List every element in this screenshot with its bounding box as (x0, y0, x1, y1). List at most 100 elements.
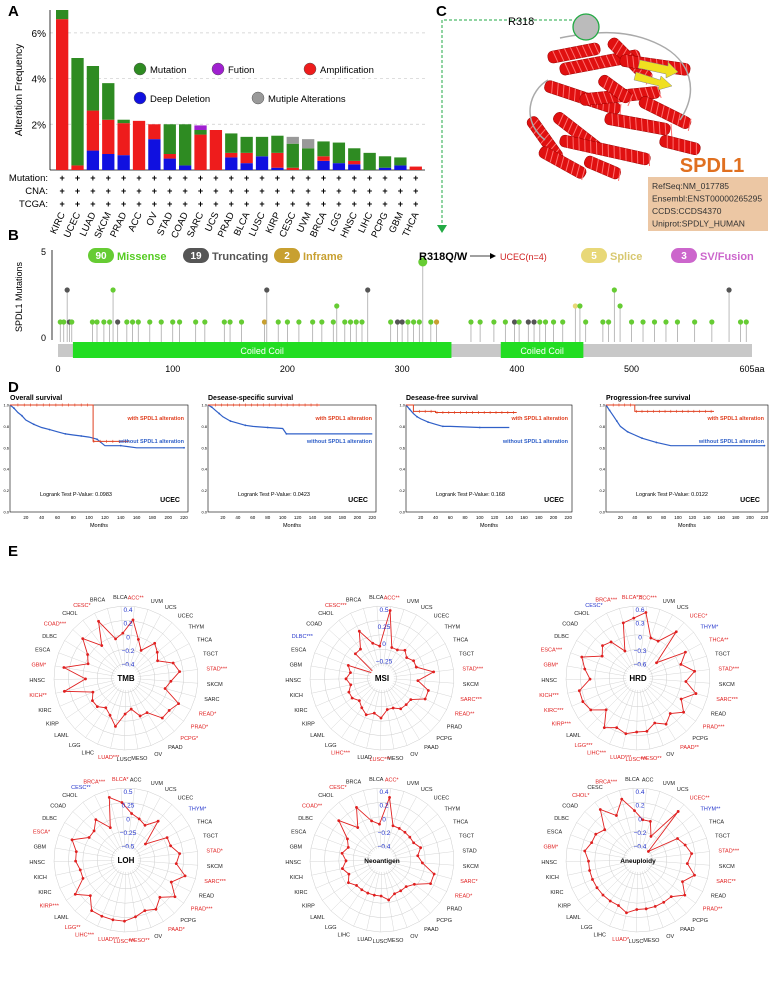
radar-data-point (621, 621, 625, 625)
radar-data-point (588, 677, 592, 681)
radar-category-label: COAD** (302, 803, 323, 809)
radar-category-label: LAML (310, 733, 324, 739)
radar-data-point (123, 712, 127, 716)
lollipop-head-truncating (264, 287, 270, 293)
bar-deep-deletion (255, 156, 269, 170)
radar-category-label: PAAD (424, 745, 439, 751)
radar-spoke (381, 677, 447, 710)
radar-category-label: SARC*** (460, 697, 483, 703)
lollipop-head-missense (416, 319, 422, 325)
radar-category-label: LUSC (629, 939, 644, 945)
radar-category-label: DLBC (298, 816, 313, 822)
radar-data-point (349, 671, 352, 675)
radar-category-label: BLCA (625, 777, 640, 783)
legend-with-alteration: with SPDL1 alteration (126, 416, 184, 422)
radar-category-label: SARC*** (204, 879, 227, 885)
helix-turn (536, 128, 546, 139)
radar-data-point (372, 711, 376, 715)
lollipop-head-missense (89, 319, 96, 325)
helix-body (659, 134, 701, 156)
censor-mark (266, 426, 269, 429)
row-marker: + (198, 199, 203, 209)
radar-data-point (683, 893, 687, 897)
radar-spoke (125, 825, 190, 861)
radar-spoke (54, 847, 127, 861)
y-tick-label: 0.2 (201, 488, 207, 493)
plot-frame (9, 404, 189, 513)
bar-mutation (378, 156, 392, 168)
radar-category-label: LUAD*** (610, 755, 632, 761)
radar-category-label: TGCT (715, 651, 731, 657)
radar-data-point (355, 805, 358, 809)
survival-plot: Desease-specific survival with SPDL1 alte… (201, 395, 376, 529)
lollipop-head-missense (405, 319, 411, 325)
row-marker: + (121, 173, 126, 183)
lollipop-head-truncating (64, 287, 70, 293)
radar-category-label: CESC*** (325, 603, 348, 609)
survival-curve-with-alteration (606, 404, 714, 412)
x-tick-label: 100 (476, 515, 484, 520)
radar-category-label: UVM (663, 599, 676, 605)
radar-data-point (353, 652, 357, 656)
lollipop-head-missense (227, 319, 233, 325)
censor-mark (608, 409, 611, 412)
radar-data-point (393, 892, 396, 896)
radar-grid-ring (565, 605, 711, 751)
radar-spoke (110, 677, 127, 749)
radar-category-label: THCA (197, 819, 212, 825)
radar-data-point (167, 709, 171, 712)
radar-category-label: LGG*** (574, 743, 593, 749)
row-marker: + (290, 173, 295, 183)
radar-grid-ring (608, 649, 667, 708)
radar-data-point (403, 830, 407, 834)
helix (638, 96, 692, 131)
radar-data-point (346, 663, 350, 667)
lollipop-head-missense (651, 319, 658, 325)
lollipop-head-missense (124, 319, 130, 325)
x-axis-label: Months (678, 523, 696, 529)
x-tick-label: 140 (703, 515, 711, 520)
x-tick-label: 200 (164, 515, 172, 520)
radar-data-point (356, 826, 360, 829)
x-tick-label: 100 (674, 515, 682, 520)
radar-data-point (100, 644, 104, 647)
radar-data-point (587, 859, 590, 863)
lollipop-head-missense (617, 303, 623, 309)
radar-data-point (414, 665, 418, 669)
helix-turn (617, 168, 621, 181)
x-tick-label: 200 (354, 515, 362, 520)
radar-category-label: KIRP (302, 903, 315, 909)
radar-category-label: PCPG (692, 918, 708, 924)
radar-spoke (59, 859, 127, 889)
bar-amplification (71, 165, 84, 170)
radar-center (114, 848, 138, 872)
bar-mutation (348, 148, 361, 161)
helix-turn (581, 45, 588, 57)
row-marker: + (259, 173, 264, 183)
y-tick-label: 1.0 (201, 403, 207, 408)
lollipop-head-missense (275, 319, 281, 325)
radar-category-label: LUAD* (612, 937, 630, 943)
helix-turn (611, 39, 619, 51)
x-tick-label: 180 (535, 515, 543, 520)
radar-category-label: GBM (290, 844, 303, 850)
helix-turn (566, 135, 568, 148)
x-tick-label: 80 (463, 515, 469, 520)
legend-count-bubble (88, 248, 114, 263)
radar-data-point (347, 690, 351, 694)
row-marker: + (60, 173, 65, 183)
radar-grid-ring (53, 787, 199, 933)
helix-turn (636, 151, 639, 164)
radar-spoke (566, 859, 639, 862)
gene-info-line: RefSeq:NM_017785 (652, 181, 729, 191)
helix-turn (575, 165, 581, 178)
radar-grid-ring (580, 620, 696, 736)
helix-turn (617, 114, 620, 127)
radar-data-point (416, 854, 420, 858)
x-tick-label: 400 (509, 364, 524, 374)
row-marker: + (367, 173, 372, 183)
helix-turn (569, 47, 577, 60)
radar-tick-label: 0.25 (378, 624, 391, 631)
bar-deep-deletion (394, 165, 407, 170)
